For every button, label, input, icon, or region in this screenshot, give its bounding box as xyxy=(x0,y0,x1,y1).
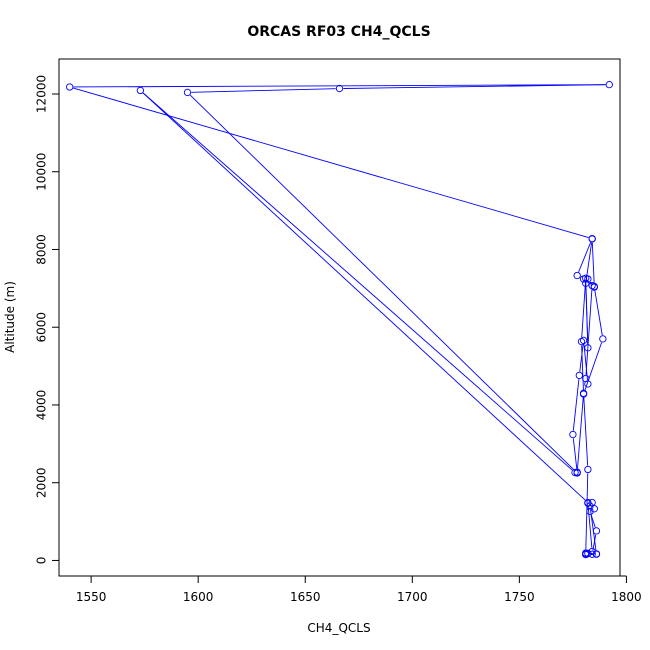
series-line-segment xyxy=(577,397,584,469)
series-line-segment xyxy=(591,242,595,283)
y-axis: 0 2000 4000 6000 8000 10000 12000 xyxy=(35,75,60,564)
x-tick-label: 1600 xyxy=(183,590,214,604)
series-line-segment xyxy=(142,92,586,501)
data-point-marker xyxy=(582,550,590,558)
x-tick-label: 1700 xyxy=(397,590,428,604)
data-point-marker xyxy=(588,498,596,507)
data-point-marker xyxy=(590,282,598,291)
data-point-marker xyxy=(335,84,344,93)
data-point-marker xyxy=(66,83,74,91)
y-tick-label: 10000 xyxy=(35,153,49,191)
x-tick-label: 1750 xyxy=(504,590,535,604)
series-line-segment xyxy=(191,88,336,93)
data-point-marker xyxy=(599,335,607,343)
series-line-segment xyxy=(578,241,592,273)
x-tick-label: 1800 xyxy=(611,590,642,604)
data-point-marker xyxy=(136,86,145,95)
y-tick-label: 8000 xyxy=(35,234,49,265)
data-point-marker xyxy=(569,430,577,439)
series-line-segment xyxy=(142,92,573,471)
series-line-segment xyxy=(73,87,589,238)
series-line-segment xyxy=(594,290,603,336)
data-point-marker xyxy=(584,498,592,507)
y-tick-label: 2000 xyxy=(35,467,49,498)
data-series xyxy=(66,81,613,559)
data-point-marker xyxy=(579,275,588,283)
x-tick-label: 1650 xyxy=(290,590,321,604)
y-tick-label: 6000 xyxy=(35,312,49,343)
data-point-marker xyxy=(577,337,586,346)
data-point-marker xyxy=(584,344,592,352)
series-line-segment xyxy=(581,345,584,391)
series-line-segment xyxy=(572,379,580,431)
series-line-segment xyxy=(343,84,606,89)
chart-title: ORCAS RF03 CH4_QCLS xyxy=(247,24,430,40)
series-line-segment xyxy=(189,94,575,471)
series-line-segment xyxy=(585,242,593,280)
series-line-segment xyxy=(584,342,603,391)
data-point-marker xyxy=(573,271,581,280)
y-tick-label: 0 xyxy=(35,557,49,565)
series-line-segment xyxy=(583,344,588,381)
data-point-marker xyxy=(582,279,590,287)
series-line-segment xyxy=(585,287,589,345)
series-line-segment xyxy=(581,282,586,338)
plot-frame xyxy=(58,58,621,577)
x-axis: 1550 1600 1650 1700 1750 1800 xyxy=(76,575,642,604)
series-line-segment xyxy=(592,534,597,551)
data-point-marker xyxy=(592,550,601,558)
data-point-marker xyxy=(582,374,590,383)
data-point-marker xyxy=(586,502,594,510)
data-point-marker xyxy=(571,468,579,477)
series-line-segment xyxy=(585,289,593,375)
y-axis-label: Altitude (m) xyxy=(3,281,17,353)
data-point-marker xyxy=(183,88,192,97)
series-line-segment xyxy=(583,397,589,466)
data-point-marker xyxy=(588,234,596,243)
data-point-marker xyxy=(605,81,613,89)
data-point-marker xyxy=(592,527,601,535)
y-tick-label: 12000 xyxy=(35,75,49,113)
data-point-marker xyxy=(575,371,583,380)
x-tick-label: 1550 xyxy=(76,590,107,604)
series-line-segment xyxy=(572,438,578,469)
x-axis-label: CH4_QCLS xyxy=(307,621,370,635)
data-point-marker xyxy=(579,390,588,398)
series-line-segment xyxy=(579,344,584,372)
series-line-segment xyxy=(73,84,606,88)
data-point-marker xyxy=(584,465,592,474)
series-line-segment xyxy=(587,506,593,548)
y-tick-label: 4000 xyxy=(35,390,49,421)
